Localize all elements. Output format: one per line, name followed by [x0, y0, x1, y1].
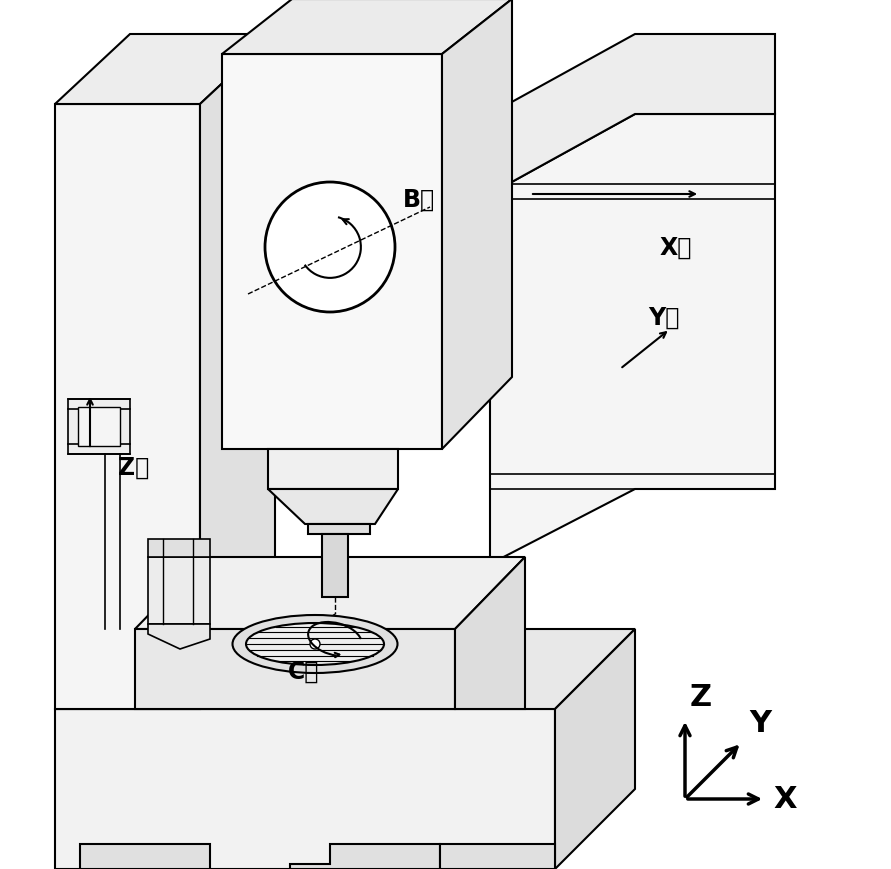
Circle shape — [310, 640, 320, 649]
Polygon shape — [148, 540, 210, 557]
Polygon shape — [55, 105, 200, 709]
Ellipse shape — [246, 623, 384, 666]
Text: B轴: B轴 — [403, 188, 435, 212]
Polygon shape — [490, 115, 775, 564]
Text: Y轴: Y轴 — [648, 306, 679, 329]
Polygon shape — [68, 400, 130, 454]
Circle shape — [265, 182, 395, 313]
Polygon shape — [555, 629, 635, 869]
Polygon shape — [442, 0, 512, 449]
Text: Z: Z — [690, 682, 712, 711]
Polygon shape — [135, 557, 525, 629]
Polygon shape — [222, 0, 512, 55]
Polygon shape — [268, 489, 398, 524]
Polygon shape — [222, 55, 442, 449]
Text: Z轴: Z轴 — [118, 455, 150, 480]
Polygon shape — [290, 844, 440, 869]
Polygon shape — [55, 35, 275, 105]
Polygon shape — [455, 557, 525, 709]
Polygon shape — [268, 449, 398, 489]
Text: X: X — [773, 785, 797, 813]
Polygon shape — [148, 624, 210, 649]
Polygon shape — [55, 629, 635, 709]
Polygon shape — [135, 629, 455, 709]
Polygon shape — [308, 524, 370, 534]
Polygon shape — [55, 709, 555, 869]
Polygon shape — [322, 534, 348, 597]
Text: X轴: X轴 — [660, 235, 692, 260]
Text: Y: Y — [749, 708, 772, 738]
Polygon shape — [80, 844, 210, 869]
Text: C轴: C轴 — [288, 660, 319, 683]
Polygon shape — [440, 844, 555, 869]
Polygon shape — [490, 35, 775, 195]
Polygon shape — [200, 35, 275, 709]
Polygon shape — [78, 408, 120, 447]
Ellipse shape — [233, 615, 397, 673]
Polygon shape — [148, 557, 210, 624]
